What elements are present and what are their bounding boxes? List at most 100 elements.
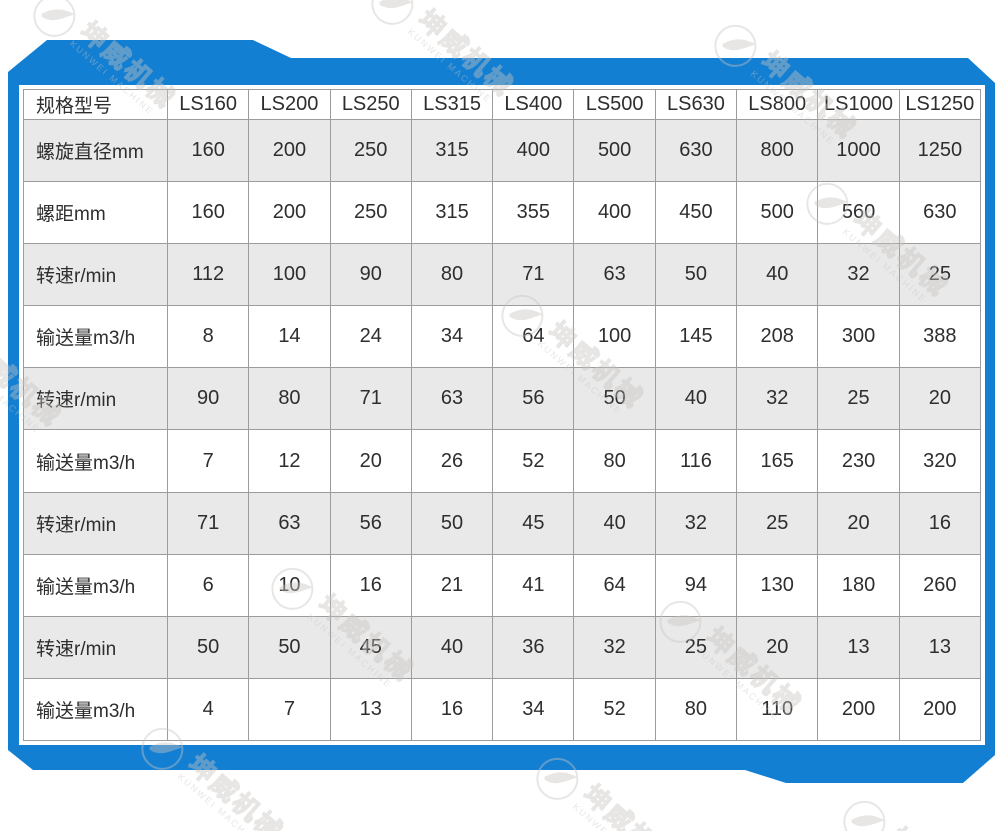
data-cell: 71 [166,491,250,555]
data-cell: 250 [329,118,412,183]
data-cell: 50 [410,491,494,555]
data-cell: 64 [573,553,656,617]
data-cell: 200 [248,118,331,183]
data-cell: 8 [166,305,250,369]
data-cell: 250 [329,181,412,245]
row-label-cell: 输送量m3/h [23,553,168,617]
data-cell: 90 [329,243,412,307]
data-cell: 32 [736,367,819,431]
table-row: 转速r/min 50 50 45 40 36 32 25 20 13 13 [23,615,982,679]
data-cell: 32 [654,491,738,555]
data-cell: 100 [248,243,331,307]
data-cell: 165 [736,429,819,493]
data-cell: 320 [898,429,982,493]
data-cell: 100 [573,305,656,369]
data-cell: 45 [492,491,575,555]
data-cell: 7 [248,677,331,742]
data-cell: 94 [654,553,738,617]
data-cell: 20 [817,491,900,555]
model-header-cell: LS250 [329,89,412,120]
table-row: 螺距mm 160 200 250 315 355 400 450 500 560 630 [23,181,982,245]
data-cell: 63 [573,243,656,307]
data-cell: 388 [898,305,982,369]
data-cell: 20 [898,367,982,431]
row-label-cell: 转速r/min [23,367,168,431]
row-label-cell: 转速r/min [23,243,168,307]
data-cell: 12 [248,429,331,493]
model-header-cell: LS1000 [817,89,900,120]
data-cell: 230 [817,429,900,493]
data-cell: 13 [817,615,900,679]
data-cell: 80 [248,367,331,431]
data-cell: 116 [654,429,738,493]
row-label-cell: 螺距mm [23,181,168,245]
data-cell: 71 [329,367,412,431]
data-cell: 145 [654,305,738,369]
data-cell: 26 [410,429,494,493]
data-cell: 71 [492,243,575,307]
data-cell: 160 [166,181,250,245]
data-cell: 25 [736,491,819,555]
data-cell: 130 [736,553,819,617]
row-label-cell: 输送量m3/h [23,305,168,369]
row-label-cell: 输送量m3/h [23,429,168,493]
data-cell: 180 [817,553,900,617]
table-row: 输送量m3/h 4 7 13 16 34 52 80 110 200 200 [23,677,982,742]
data-cell: 24 [329,305,412,369]
data-cell: 355 [492,181,575,245]
data-cell: 90 [166,367,250,431]
data-cell: 20 [736,615,819,679]
data-cell: 112 [166,243,250,307]
data-cell: 50 [654,243,738,307]
data-cell: 56 [329,491,412,555]
table-panel: 规格型号 LS160 LS200 LS250 LS315 LS400 LS500 LS630 L… [19,85,985,745]
data-cell: 50 [573,367,656,431]
data-cell: 21 [410,553,494,617]
data-cell: 40 [736,243,819,307]
data-cell: 63 [410,367,494,431]
data-cell: 315 [410,181,494,245]
data-cell: 32 [817,243,900,307]
model-header-cell: LS800 [736,89,819,120]
data-cell: 10 [248,553,331,617]
data-cell: 80 [573,429,656,493]
data-cell: 16 [329,553,412,617]
table-row: 螺旋直径mm 160 200 250 315 400 500 630 800 1000 1250 [23,118,982,183]
data-cell: 450 [654,181,738,245]
data-cell: 40 [410,615,494,679]
data-cell: 1250 [898,118,982,183]
data-cell: 7 [166,429,250,493]
data-cell: 25 [654,615,738,679]
data-cell: 50 [166,615,250,679]
data-cell: 16 [410,677,494,742]
data-cell: 52 [573,677,656,742]
model-header-cell: LS200 [248,89,331,120]
table-row: 输送量m3/h 7 12 20 26 52 80 116 165 230 320 [23,429,982,493]
data-cell: 40 [573,491,656,555]
data-cell: 800 [736,118,819,183]
data-cell: 630 [654,118,738,183]
data-cell: 400 [492,118,575,183]
data-cell: 20 [329,429,412,493]
data-cell: 80 [410,243,494,307]
data-cell: 260 [898,553,982,617]
model-header-cell: LS1250 [898,89,982,120]
data-cell: 400 [573,181,656,245]
spec-header-label-cell: 规格型号 [23,89,168,120]
data-cell: 25 [817,367,900,431]
data-cell: 45 [329,615,412,679]
table-row: 输送量m3/h 6 10 16 21 41 64 94 130 180 260 [23,553,982,617]
data-cell: 315 [410,118,494,183]
data-cell: 13 [898,615,982,679]
data-cell: 41 [492,553,575,617]
row-label-cell: 输送量m3/h [23,677,168,742]
data-cell: 208 [736,305,819,369]
data-cell: 25 [898,243,982,307]
table-row: 转速r/min 71 63 56 50 45 40 32 25 20 16 [23,491,982,555]
data-cell: 630 [898,181,982,245]
data-cell: 34 [410,305,494,369]
data-cell: 50 [248,615,331,679]
data-cell: 160 [166,118,250,183]
table-header-row: 规格型号 LS160 LS200 LS250 LS315 LS400 LS500 LS630 L… [23,89,982,120]
